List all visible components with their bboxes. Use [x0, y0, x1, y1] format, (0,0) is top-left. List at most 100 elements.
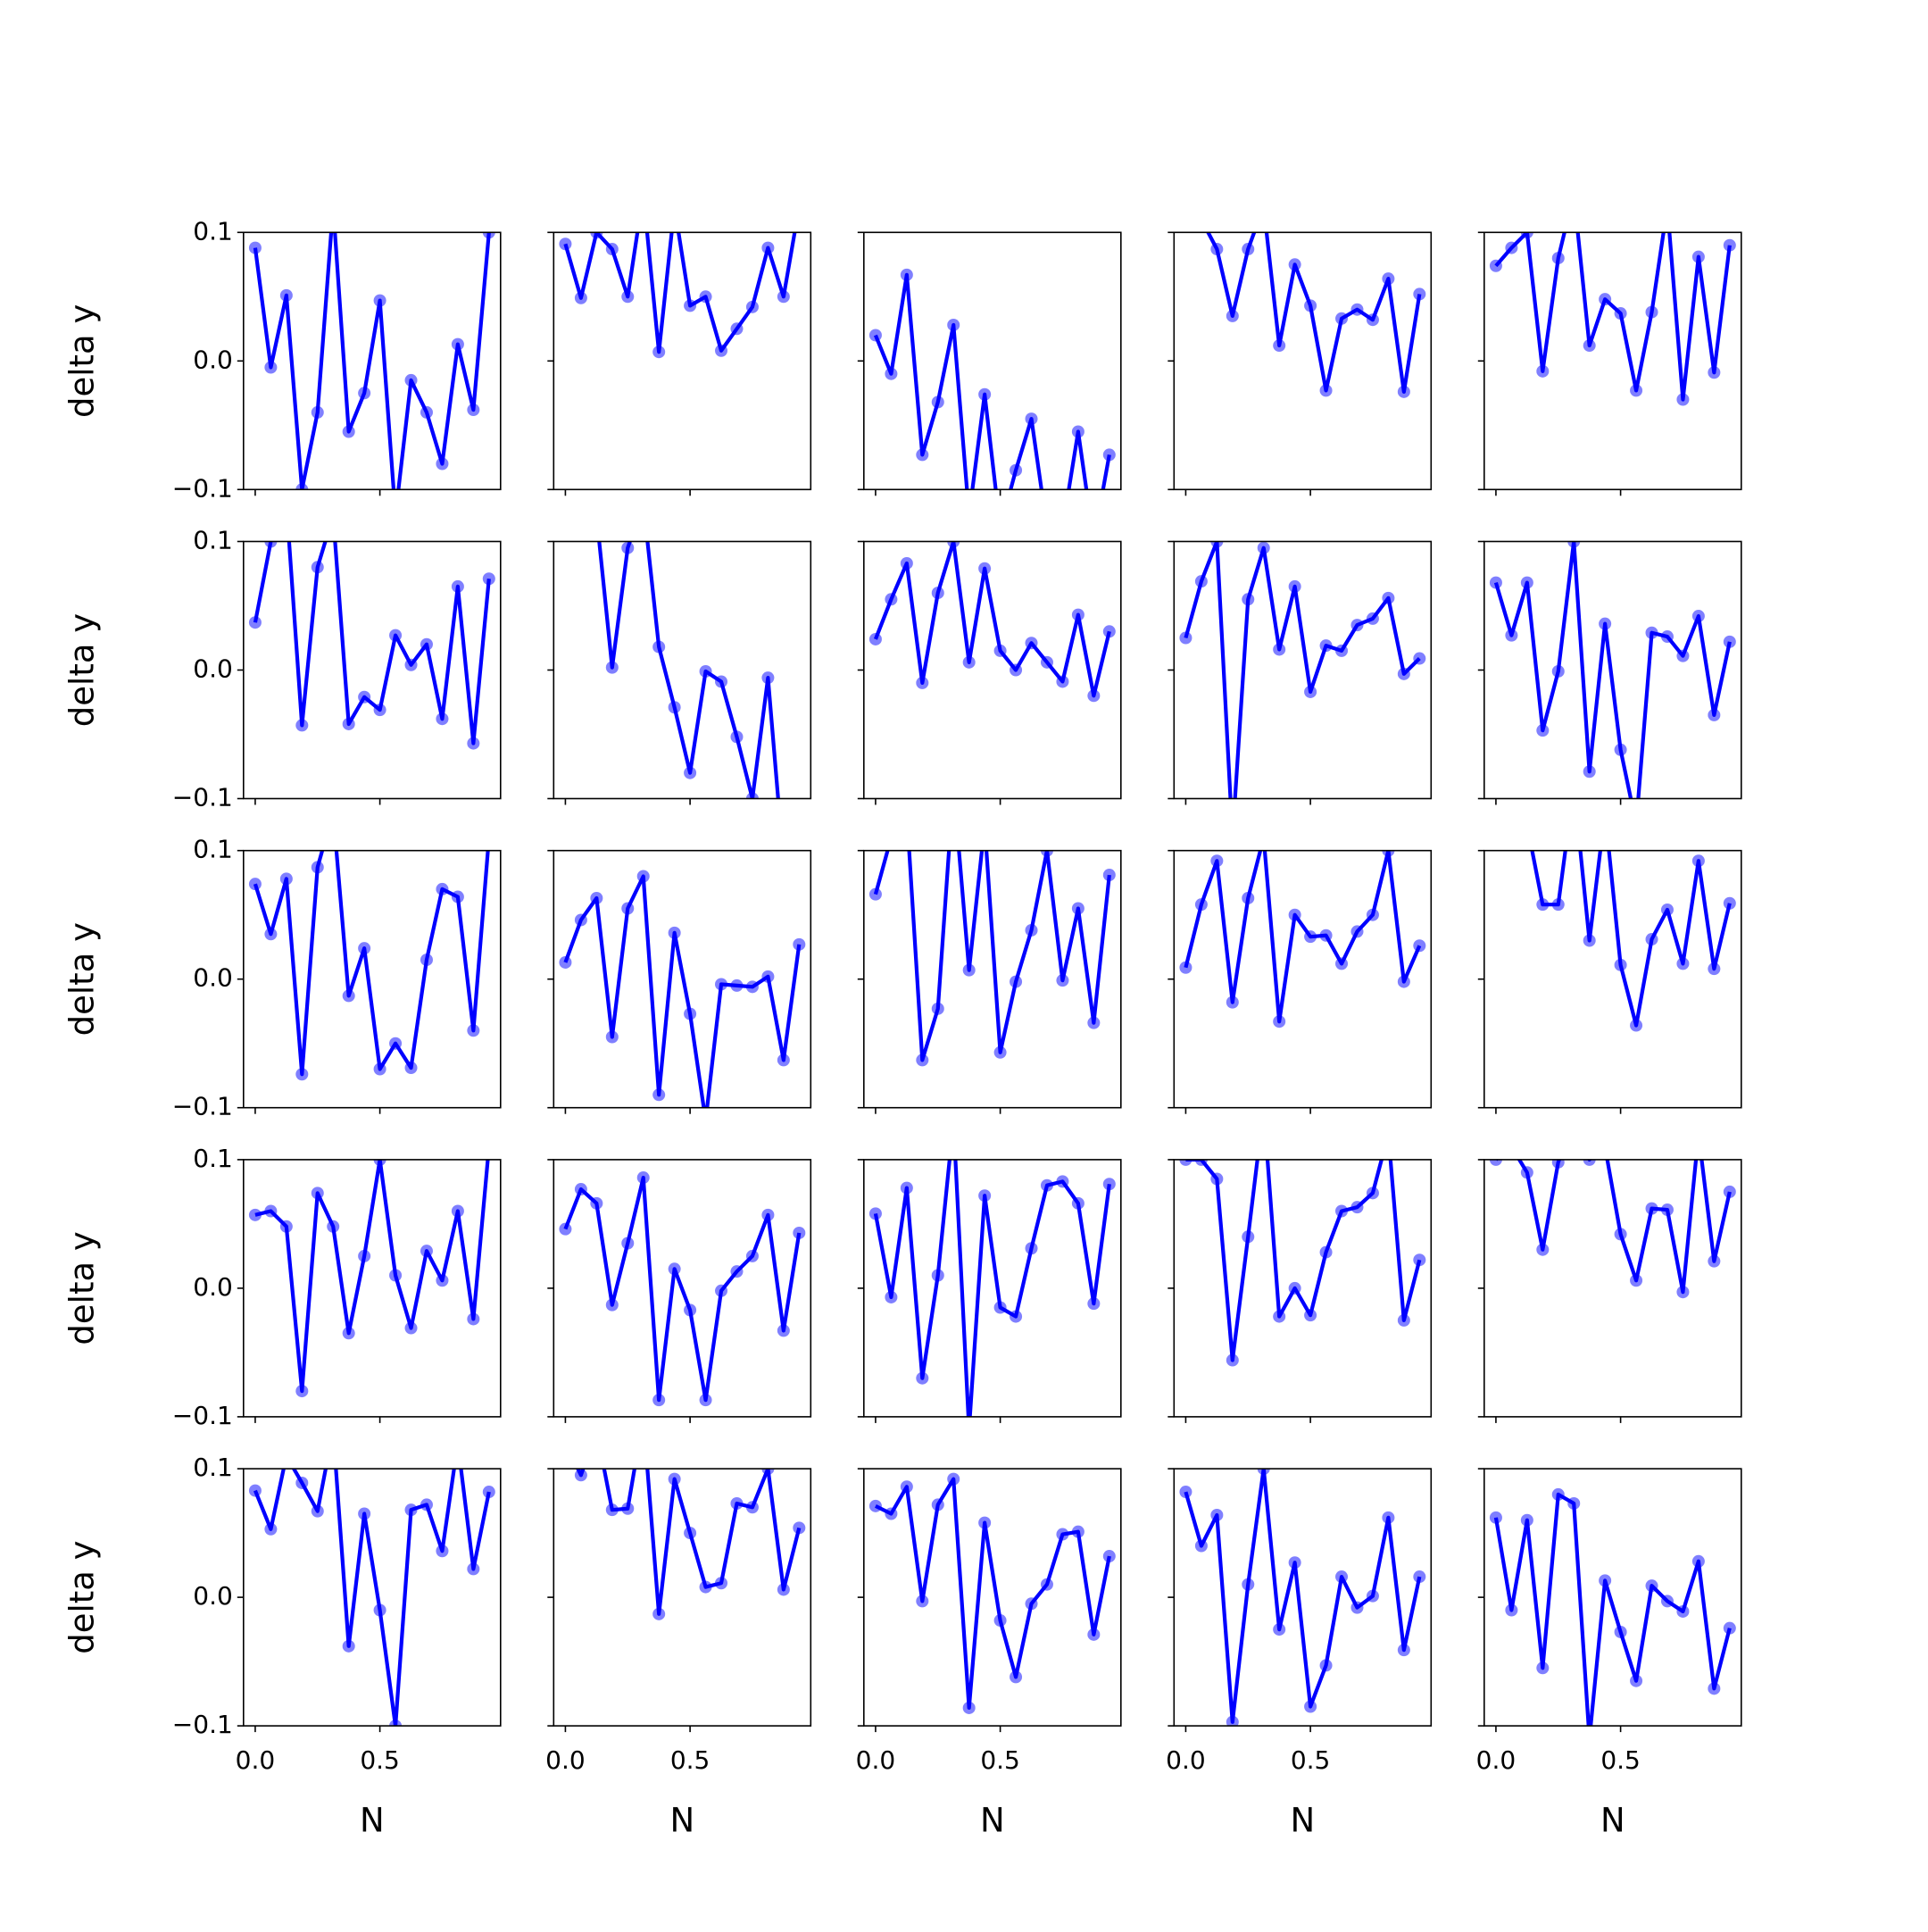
data-point [1413, 1570, 1426, 1584]
x-axis-label: N [1600, 1802, 1625, 1840]
data-point [1194, 1539, 1208, 1553]
plot-area [1179, 541, 1426, 799]
data-point [652, 1394, 666, 1407]
y-axis-label: delta y [63, 922, 102, 1036]
data-point [1723, 1185, 1736, 1198]
y-tick-label: −0.1 [172, 473, 233, 503]
data-point [1025, 637, 1038, 650]
data-point [636, 1171, 650, 1185]
data-point [389, 629, 403, 642]
data-point [373, 1062, 386, 1076]
data-point [358, 942, 371, 955]
data-point [1676, 957, 1690, 970]
data-point [1708, 366, 1721, 379]
data-point [777, 290, 790, 304]
data-point [451, 337, 464, 351]
data-point [916, 1371, 929, 1385]
data-point [1319, 384, 1333, 397]
subplot [547, 1159, 812, 1423]
plot-area [868, 850, 1116, 1067]
data-point [1676, 393, 1690, 406]
data-point [1691, 1554, 1705, 1568]
data-point [1614, 1228, 1627, 1241]
data-point [1551, 664, 1565, 678]
data-point [931, 1498, 944, 1511]
x-axis-label: N [1290, 1802, 1315, 1840]
data-point [1691, 610, 1705, 623]
data-point [1350, 925, 1364, 938]
data-point [777, 1053, 790, 1067]
x-tick-label: 0.0 [1476, 1745, 1517, 1775]
data-point [715, 344, 728, 357]
data-point [248, 616, 262, 629]
x-tick-label: 0.5 [360, 1745, 400, 1775]
subplot: −0.1 0.0 0.1 delta y [63, 526, 502, 812]
data-point [342, 989, 355, 1003]
plot-area [1206, 232, 1426, 398]
data-point [342, 1327, 355, 1340]
data-point [1723, 238, 1736, 252]
subplot: −0.1 0.0 0.1 delta y [63, 216, 502, 503]
data-point [436, 1545, 449, 1558]
data-point [436, 712, 449, 726]
data-point [1599, 1574, 1612, 1587]
data-point [885, 1290, 898, 1303]
data-point [1194, 575, 1208, 588]
data-point [900, 1480, 913, 1494]
data-point [1723, 635, 1736, 648]
data-point [1599, 617, 1612, 630]
data-point [373, 294, 386, 307]
data-line [576, 1469, 802, 1616]
x-tick-label: 0.5 [670, 1745, 711, 1775]
data-point [868, 1207, 882, 1220]
plot-area [1489, 232, 1736, 406]
data-point [342, 425, 355, 438]
data-point [1660, 1595, 1674, 1608]
data-point [715, 1577, 728, 1590]
data-point [420, 405, 433, 419]
data-point [1366, 1589, 1379, 1603]
data-point [1288, 258, 1301, 271]
data-point [1660, 630, 1674, 644]
data-point [1226, 1353, 1239, 1367]
data-line [1494, 232, 1732, 402]
data-point [947, 541, 960, 548]
plot-area [248, 541, 495, 750]
data-point [1551, 252, 1565, 265]
data-point [962, 1701, 976, 1714]
data-point [684, 1007, 697, 1020]
data-point [574, 291, 587, 304]
data-point [1273, 1310, 1286, 1323]
data-point [436, 457, 449, 471]
data-point [621, 290, 635, 304]
data-point [264, 1204, 278, 1218]
data-point [1366, 908, 1379, 921]
data-point [1366, 313, 1379, 327]
y-tick-label: 0.1 [193, 1453, 233, 1482]
data-point [1397, 1313, 1410, 1327]
data-point [1273, 643, 1286, 656]
data-point [1645, 305, 1658, 319]
subplot [857, 231, 1122, 496]
data-point [436, 1274, 449, 1287]
data-point [1614, 743, 1627, 756]
plot-area [868, 1159, 1116, 1417]
data-point [1071, 902, 1084, 915]
data-point [1676, 649, 1690, 662]
data-point [1242, 243, 1255, 256]
data-point [248, 878, 262, 891]
data-point [279, 288, 293, 302]
data-point [652, 640, 666, 654]
data-point [482, 572, 495, 586]
data-point [1645, 933, 1658, 946]
data-line [1206, 232, 1422, 394]
data-point [264, 361, 278, 374]
data-point [342, 1639, 355, 1653]
data-point [1350, 619, 1364, 632]
data-point [916, 1053, 929, 1067]
data-point [420, 1245, 433, 1258]
data-point [605, 1503, 619, 1517]
data-point [993, 1045, 1007, 1059]
data-point [699, 1394, 712, 1407]
data-line [1185, 1159, 1422, 1362]
